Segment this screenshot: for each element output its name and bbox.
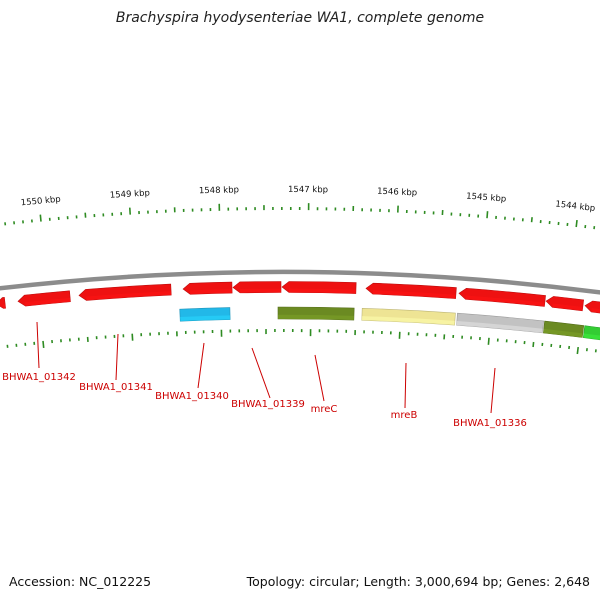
inner-ticks	[6, 328, 597, 355]
gene-label: BHWA1_01339	[231, 399, 305, 410]
gene-shading	[278, 314, 354, 321]
gene-label: mreC	[311, 404, 338, 415]
gene-shading	[240, 288, 282, 293]
gene-shading	[288, 288, 356, 294]
ruler-label: 1549 kbp	[110, 188, 151, 200]
ruler-label: 1544 kbp	[555, 199, 596, 214]
gene-shading	[583, 333, 600, 340]
gene-shading	[361, 316, 455, 326]
gene-shading	[190, 289, 233, 295]
gene-shading	[543, 328, 583, 338]
callout-line	[115, 333, 119, 381]
accession-text: Accession: NC_012225	[9, 574, 152, 589]
gene-label: BHWA1_01336	[453, 418, 527, 429]
ruler-label: 1545 kbp	[466, 191, 507, 204]
inner-tick	[532, 341, 535, 348]
map-title: Brachyspira hyodysenteriae WA1, complete…	[115, 10, 485, 26]
gene-callouts: BHWA1_01342BHWA1_01341BHWA1_01340BHWA1_0…	[2, 321, 527, 429]
ruler-labels: 1550 kbp 1549 kbp 1548 kbp 1547 kbp 1546 kbp…	[20, 185, 595, 214]
gene-shading	[86, 291, 172, 301]
gene-shading	[552, 303, 583, 311]
gene-shading	[465, 295, 545, 307]
genome-summary-text: Topology: circular; Length: 3,000,694 bp…	[246, 574, 590, 589]
callout-line	[404, 362, 407, 409]
ruler-tick	[486, 211, 489, 219]
genome-backbone	[0, 269, 600, 295]
gene-label: mreB	[391, 410, 418, 421]
gene-shading	[456, 321, 543, 333]
gene-shading	[180, 315, 231, 322]
inner-tick	[42, 340, 45, 349]
callout-line	[490, 367, 496, 414]
inner-tick	[487, 337, 490, 345]
callout-line	[36, 321, 40, 369]
gene-features	[0, 281, 600, 341]
inner-tick	[576, 346, 579, 355]
gene-shading	[372, 290, 456, 299]
gene-shading	[591, 308, 600, 314]
ruler-label: 1546 kbp	[377, 187, 417, 199]
gene-shading	[25, 297, 71, 307]
ruler-label: 1550 kbp	[20, 195, 61, 209]
ruler-label: 1547 kbp	[288, 185, 328, 195]
ruler-tick	[39, 214, 42, 222]
callout-line	[197, 342, 205, 389]
gene-label: BHWA1_01341	[79, 382, 153, 393]
gene-label: BHWA1_01342	[2, 372, 76, 383]
ruler-tick	[575, 219, 578, 228]
gene-shading	[3, 304, 6, 309]
ruler-label: 1548 kbp	[199, 185, 239, 196]
gene-label: BHWA1_01340	[155, 391, 229, 402]
callout-line	[251, 347, 271, 399]
ruler-ticks	[4, 203, 596, 230]
callout-line	[314, 354, 325, 402]
